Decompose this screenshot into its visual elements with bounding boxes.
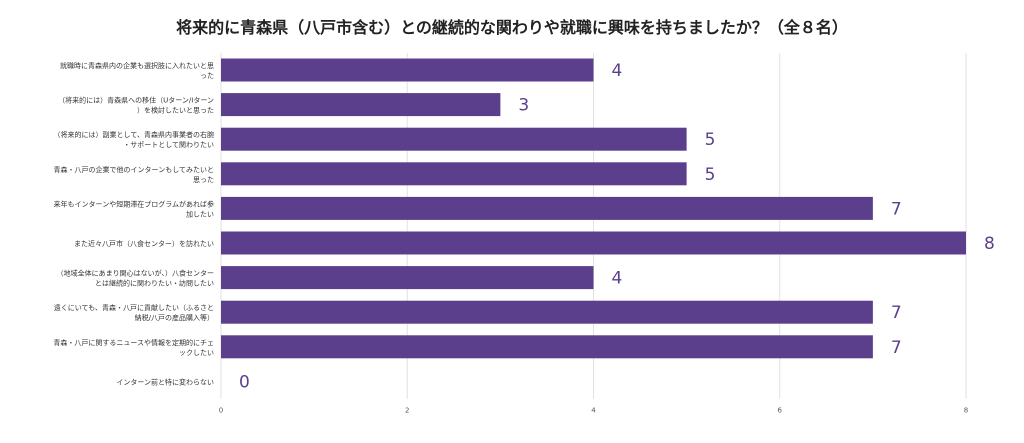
bar [221,196,873,220]
category-label: 青森・八戸に関するニュースや情報を定期的にチェ [53,338,214,347]
category-label: ）を検討したいと思った [137,106,214,115]
bar [221,58,594,82]
x-tick-label: 4 [591,407,596,415]
category-label: 青森・八戸の企業で他のインターンもしてみたいと [54,165,214,174]
x-tick-label: 8 [964,407,968,415]
category-label: インターン前と特に変わらない [116,377,214,386]
category-label: ックしたい [179,349,214,357]
bar [221,231,966,255]
bar [221,127,687,151]
value-label: 7 [891,199,902,219]
x-tick-label: 2 [405,407,409,415]
x-axis-ticks: 0 2 4 6 8 [219,407,968,415]
value-label: 7 [891,338,902,358]
bar [221,335,873,359]
value-label: 0 [239,372,250,392]
value-label: 5 [705,130,716,150]
category-label: 納税/八戸の産品購入等） [135,313,214,322]
value-label: 8 [984,234,995,254]
bar [221,93,501,117]
category-label: ・サポートとして関わりたい [123,141,214,149]
value-label: 4 [612,269,623,289]
category-label: （将来的には）青森県への移住（Uターン/Iターン [58,96,214,105]
category-label: 来年もインターンや短期滞在プログラムがあれば参 [54,199,214,208]
x-tick-label: 0 [219,407,223,415]
bar [221,266,594,290]
category-label: （将来的には）副業として、青森県内事業者の右腕 [54,130,214,139]
value-label: 7 [891,303,902,323]
bar [221,162,687,186]
category-label: 遠くにいても、青森・八戸に貢献したい（ふるさと [54,303,214,312]
category-label: また近々八戸市（八食センター）を訪れたい [74,239,214,248]
value-label: 5 [705,165,716,185]
category-label: 加したい [186,209,214,218]
value-labels: 4 3 5 5 7 8 4 7 7 0 [239,61,995,392]
value-label: 3 [518,96,529,116]
category-label: 就職時に青森県内の企業も選択肢に入れたいと思 [60,61,214,70]
category-label: 思った [193,176,214,184]
chart-title: 将来的に青森県（八戸市含む）との継続的な関わりや就職に興味を持ちましたか？（全８… [176,18,848,37]
category-label: （地域全体にあまり関心はないが、）八食センター [57,269,214,278]
category-label: とは継続的に関わりたい・訪問したい [95,279,214,288]
bar [221,300,873,324]
value-label: 4 [612,61,623,81]
bars [221,58,966,359]
category-label: った [200,72,214,80]
x-tick-label: 6 [778,407,783,415]
